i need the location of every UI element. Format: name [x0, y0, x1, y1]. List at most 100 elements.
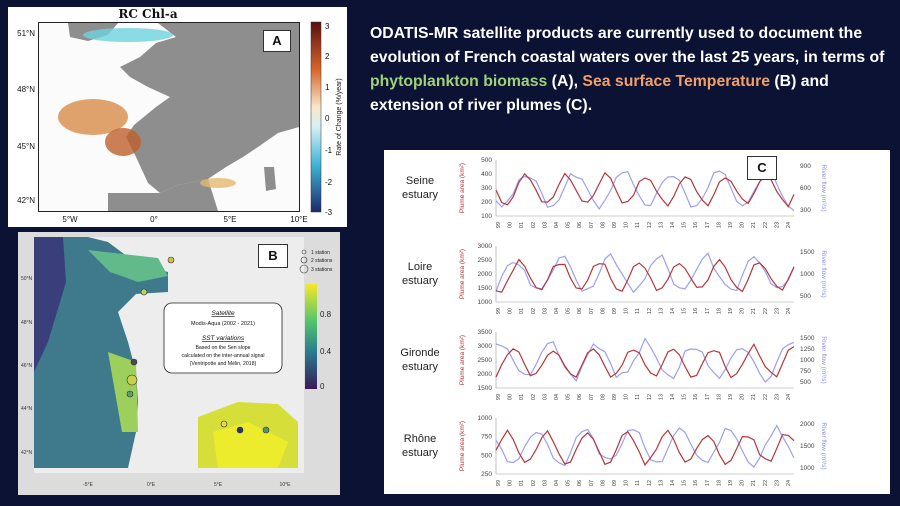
panel-c-label: C: [747, 156, 777, 180]
legend-2: 2 stations: [311, 258, 333, 264]
estuary-name: Gironde: [400, 347, 439, 359]
lon-tick-1: 0°: [150, 215, 158, 224]
x-tick: 06: [577, 394, 583, 400]
right-axis-title: River flow (m³/s): [820, 164, 827, 211]
x-tick: 24: [786, 480, 792, 486]
cb-tick-2: 1: [325, 83, 330, 92]
left-tick: 400: [481, 171, 492, 178]
x-tick: 23: [774, 394, 780, 400]
sst-lat-3: 44°N: [21, 406, 33, 412]
chl-map-title: RC Chl-a: [118, 7, 178, 21]
channel-negative-trend: [83, 28, 173, 42]
x-tick: 00: [508, 394, 514, 400]
legend-circle-2: [300, 256, 308, 264]
station-marker: [262, 426, 270, 434]
x-tick: 17: [705, 222, 711, 228]
x-tick: 07: [589, 308, 595, 314]
estuary-row: Gironde estuary Plume area (km²) River flow…: [400, 329, 827, 400]
left-tick: 100: [481, 213, 492, 220]
x-tick: 03: [542, 308, 548, 314]
panel-c-plume-charts: Seine estuary Plume area (km²) River flow (…: [384, 150, 890, 494]
cb-tick-4: -1: [325, 146, 333, 155]
x-tick: 16: [693, 308, 699, 314]
right-tick: 750: [800, 368, 811, 375]
x-tick: 04: [554, 394, 560, 400]
left-tick: 3000: [478, 343, 493, 350]
x-tick: 03: [542, 394, 548, 400]
legend-circle-1: [301, 249, 307, 255]
x-tick: 09: [612, 308, 618, 314]
x-tick: 21: [751, 222, 757, 228]
chl-colorbar-label: Rate of Change (%/year): [336, 78, 343, 155]
estuary-row: Seine estuary Plume area (km²) River flow (…: [402, 157, 827, 228]
x-tick: 20: [740, 480, 746, 486]
x-tick: 13: [658, 222, 664, 228]
station-marker: [140, 288, 148, 296]
plume-area-line: [495, 429, 795, 467]
lon-tick-2: 5°E: [224, 215, 237, 224]
x-tick: 01: [519, 308, 525, 314]
info-title2: SST variations: [202, 335, 245, 342]
x-tick: 21: [751, 480, 757, 486]
x-tick: 09: [612, 480, 618, 486]
x-tick: 17: [705, 394, 711, 400]
sst-lat-4: 42°N: [21, 450, 33, 456]
x-tick: 99: [496, 394, 502, 400]
estuary-suffix: estuary: [402, 447, 439, 459]
left-tick: 2000: [478, 371, 493, 378]
left-tick: 750: [481, 434, 492, 441]
sst-lon-2: 5°E: [214, 482, 223, 488]
x-tick: 20: [740, 308, 746, 314]
x-tick: 07: [589, 394, 595, 400]
x-tick: 01: [519, 222, 525, 228]
x-tick: 00: [508, 222, 514, 228]
left-tick: 300: [481, 185, 492, 192]
station-marker: [130, 358, 138, 366]
plume-chart-figure: Seine estuary Plume area (km²) River flow (…: [400, 157, 827, 486]
estuary-row: Loire estuary Plume area (km²) River flow (…: [402, 243, 827, 314]
x-tick: 22: [763, 480, 769, 486]
x-tick: 12: [647, 394, 653, 400]
x-tick: 10: [624, 222, 630, 228]
estuary-name: Loire: [408, 261, 432, 273]
x-tick: 19: [728, 222, 734, 228]
legend-1: 1 station: [311, 250, 330, 256]
left-tick: 1500: [478, 285, 493, 292]
x-tick: 05: [566, 480, 572, 486]
x-tick: 12: [647, 308, 653, 314]
sst-channel: [88, 250, 168, 282]
cb-tick-3: 0: [325, 114, 330, 123]
x-tick: 11: [635, 222, 641, 228]
right-tick: 1500: [800, 249, 815, 256]
med-trend: [200, 178, 236, 188]
x-tick: 19: [728, 480, 734, 486]
lat-tick-3: 42°N: [17, 196, 35, 205]
right-tick: 1000: [800, 357, 815, 364]
x-tick: 06: [577, 480, 583, 486]
x-tick: 05: [566, 222, 572, 228]
x-tick: 99: [496, 222, 502, 228]
x-tick: 00: [508, 480, 514, 486]
x-tick: 01: [519, 394, 525, 400]
panel-b-sst-map: 1 station 2 stations 3 stations 0.8 0.4 …: [18, 232, 340, 495]
left-tick: 2000: [478, 271, 493, 278]
x-tick: 24: [786, 394, 792, 400]
headline-sst: Sea surface Temperature: [582, 73, 771, 90]
x-tick: 20: [740, 222, 746, 228]
x-tick: 10: [624, 394, 630, 400]
x-tick: 06: [577, 308, 583, 314]
right-tick: 600: [800, 185, 811, 192]
x-tick: 07: [589, 480, 595, 486]
river-flow-line: [495, 424, 795, 468]
x-tick: 02: [531, 222, 537, 228]
x-tick: 15: [682, 308, 688, 314]
x-tick: 11: [635, 480, 641, 486]
x-tick: 16: [693, 394, 699, 400]
x-tick: 10: [624, 308, 630, 314]
river-flow-line: [495, 252, 795, 294]
x-tick: 14: [670, 222, 676, 228]
x-tick: 12: [647, 480, 653, 486]
x-tick: 05: [566, 394, 572, 400]
x-tick: 99: [496, 480, 502, 486]
x-tick: 02: [531, 394, 537, 400]
